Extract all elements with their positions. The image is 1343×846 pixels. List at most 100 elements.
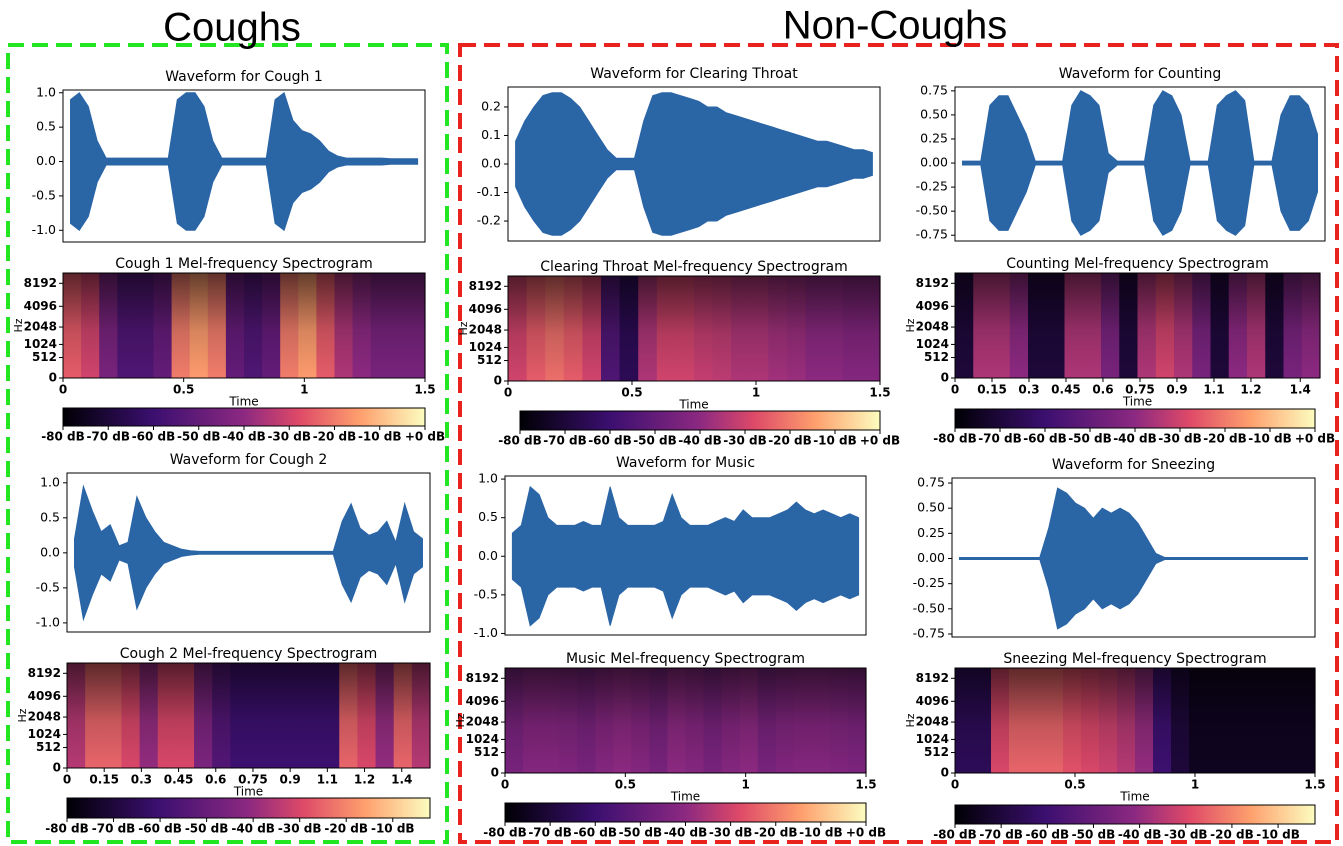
chart-title: Sneezing Mel-frequency Spectrogram [1003, 651, 1266, 667]
y-tick-label: 0 [941, 371, 949, 385]
x-tick-label: 1.4 [1290, 383, 1311, 397]
y-tick-label: 8192 [469, 279, 502, 293]
chart-title: Counting Mel-frequency Spectrogram [1006, 256, 1268, 272]
x-tick-label: 0.45 [1051, 383, 1081, 397]
colorbar [505, 803, 866, 822]
colorbar-tick-label: -70 dB [978, 432, 1022, 446]
colorbar-tick-label: -80 dB [498, 434, 542, 448]
colorbar [955, 805, 1315, 824]
x-tick-label: 0.5 [621, 386, 642, 400]
colorbar-tick-label: -20 dB [324, 822, 368, 836]
y-tick-label: 512 [32, 350, 57, 364]
y-tick-label: 2048 [28, 710, 61, 724]
x-tick-label: 0 [59, 383, 67, 397]
y-tick-label: 0.75 [920, 82, 948, 97]
colorbar-tick-label: -40 dB [222, 430, 266, 444]
y-tick-label: -1.0 [474, 625, 498, 640]
waveform [516, 93, 873, 236]
y-tick-label: 0.2 [481, 98, 501, 113]
y-tick-label: -1.0 [32, 222, 56, 237]
chart-title: Clearing Throat Mel-frequency Spectrogra… [540, 259, 847, 275]
y-tick-label: 0.1 [481, 127, 501, 142]
y-tick-label: 4096 [24, 299, 57, 313]
y-tick-label: 1024 [28, 727, 61, 741]
y-tick-label: 0.25 [917, 525, 945, 540]
colorbar-tick-label: -40 dB [1118, 828, 1162, 842]
colorbar-tick-label: -10 dB [1248, 432, 1292, 446]
y-tick-label: 512 [36, 740, 61, 754]
y-tick-label: 512 [924, 745, 949, 759]
x-tick-label: 1.1 [1203, 383, 1224, 397]
colorbar-tick-label: -60 dB [573, 826, 617, 840]
x-axis-label: Time [1122, 395, 1152, 409]
colorbar-tick-label: -50 dB [1068, 432, 1112, 446]
x-tick-label: 1 [752, 386, 760, 400]
y-tick-label: -0.50 [916, 203, 948, 218]
y-tick-label: 2048 [916, 320, 949, 334]
y-tick-label: 1.0 [36, 84, 56, 99]
y-tick-label: 4096 [466, 694, 499, 708]
y-tick-label: 0.5 [478, 509, 498, 524]
waveform [75, 486, 423, 619]
x-tick-label: 0.6 [205, 773, 226, 787]
y-tick-label: 0.00 [920, 155, 948, 170]
colorbar-tick-label: -60 dB [1023, 432, 1067, 446]
axes-frame [63, 90, 425, 242]
x-tick-label: 1 [1191, 778, 1199, 792]
y-tick-label: 1024 [466, 732, 499, 746]
x-tick-label: 0.5 [1064, 778, 1085, 792]
y-tick-label: 0.00 [917, 550, 945, 565]
x-tick-label: 0 [504, 386, 512, 400]
x-tick-label: 0.5 [615, 778, 636, 792]
y-axis-label: Hz [904, 318, 917, 332]
colorbar-tick-label: -60 dB [1026, 828, 1070, 842]
colorbar-tick-label: -20 dB [1203, 432, 1247, 446]
y-tick-label: -0.75 [913, 625, 945, 640]
chart-title: Waveform for Music [616, 455, 755, 471]
y-tick-label: 1024 [469, 340, 502, 354]
y-tick-label: 1024 [916, 732, 949, 746]
y-tick-label: 2048 [24, 320, 57, 334]
chart-title: Waveform for Clearing Throat [590, 66, 798, 82]
y-tick-label: 8192 [24, 276, 57, 290]
y-tick-label: 1.0 [40, 474, 60, 489]
colorbar-tick-label: -10 dB [1256, 828, 1300, 842]
colorbar [955, 409, 1315, 428]
y-tick-label: 0 [494, 374, 502, 388]
colorbar-tick-label: -20 dB [768, 434, 812, 448]
colorbar-tick-label: -50 dB [619, 826, 663, 840]
x-tick-label: 0.45 [164, 773, 194, 787]
y-tick-label: 8192 [916, 671, 949, 685]
y-tick-label: 0.0 [481, 156, 501, 171]
x-tick-label: 0 [63, 773, 71, 787]
y-tick-label: 4096 [469, 302, 502, 316]
figure: Coughs Non-Coughs Waveform for Cough 11.… [0, 0, 1343, 846]
y-axis-label: Hz [457, 321, 470, 335]
colorbar-tick-label: -70 dB [543, 434, 587, 448]
colorbar-tick-label: -50 dB [633, 434, 677, 448]
chart-title: Waveform for Sneezing [1052, 457, 1215, 473]
colorbar-tick-label: -70 dB [92, 822, 136, 836]
colorbar-tick-label: -10 dB [371, 822, 415, 836]
y-tick-label: -0.5 [36, 579, 60, 594]
colorbar-tick-label: -70 dB [528, 826, 572, 840]
colorbar-tick-label: -80 dB [933, 432, 977, 446]
chart-title: Cough 2 Mel-frequency Spectrogram [120, 646, 378, 662]
y-tick-label: -0.5 [474, 586, 498, 601]
y-tick-label: 4096 [28, 689, 61, 703]
colorbar-tick-label: -30 dB [1158, 432, 1202, 446]
x-axis-label: Time [233, 785, 263, 799]
x-axis-label: Time [228, 395, 258, 409]
colorbar-tick-label: -80 dB [45, 822, 89, 836]
x-tick-label: 1.2 [354, 773, 375, 787]
shading [63, 273, 425, 378]
y-tick-label: -0.1 [477, 184, 501, 199]
x-tick-label: 1.2 [1240, 383, 1261, 397]
colorbar-tick-label: -80 dB [483, 826, 527, 840]
y-tick-label: 0.25 [920, 130, 948, 145]
x-tick-label: 0.3 [1018, 383, 1039, 397]
chart-title: Waveform for Counting [1059, 66, 1221, 82]
colorbar-tick-label: -50 dB [185, 822, 229, 836]
heading: Coughs [163, 6, 301, 50]
colorbar-tick-label: -60 dB [588, 434, 632, 448]
